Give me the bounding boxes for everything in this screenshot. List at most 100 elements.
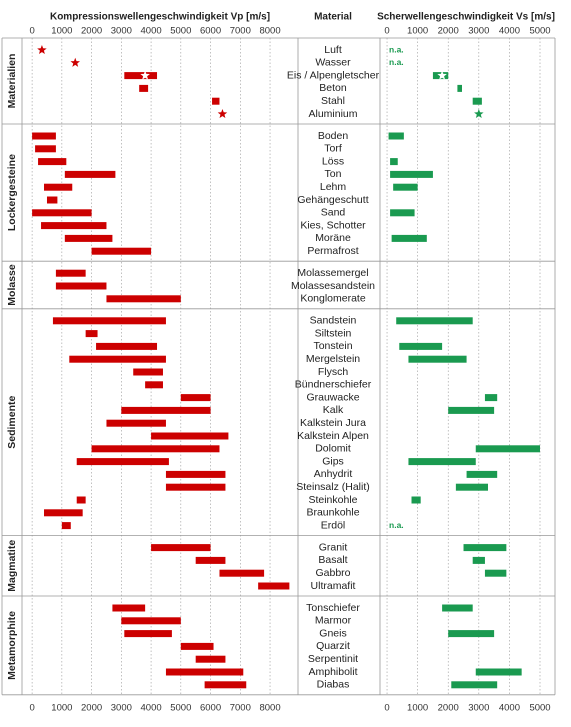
material-label: Mergelstein: [306, 353, 360, 365]
material-label: Steinkohle: [308, 494, 357, 506]
x-tick-label: 5000: [529, 702, 550, 713]
material-label: Luft: [324, 44, 342, 56]
vs-range-bar: [448, 406, 495, 414]
vs-range-bar: [451, 681, 498, 689]
x-tick-label: 4000: [141, 702, 162, 713]
vs-range-bar: [388, 132, 404, 140]
vp-marker: [140, 70, 150, 80]
vp-range-bar: [112, 604, 146, 612]
vp-range-bar: [204, 681, 247, 689]
vs-range-bar: [463, 544, 507, 552]
vs-range-bar: [484, 394, 498, 402]
vp-range-bar: [165, 668, 244, 676]
material-label: Quarzit: [316, 640, 350, 652]
x-tick-label: 3000: [111, 702, 132, 713]
x-tick-label: 5000: [170, 702, 191, 713]
vp-range-bar: [32, 132, 56, 140]
vp-range-bar: [139, 84, 149, 92]
vp-range-bar: [121, 617, 181, 625]
material-label: Bündnerschiefer: [295, 379, 372, 391]
vp-range-bar: [258, 582, 290, 590]
vp-range-bar: [55, 282, 107, 290]
material-label: Granit: [319, 541, 348, 553]
vs-range-bar: [408, 355, 467, 363]
group-label: Metamorphite: [6, 611, 18, 680]
x-tick-label: 4000: [499, 702, 520, 713]
x-tick-label: 2000: [438, 702, 459, 713]
vp-axis-title: Kompressionswellengeschwindigkeit Vp [m/…: [50, 12, 270, 23]
material-label: Gips: [322, 455, 344, 467]
material-label: Eis / Alpengletscher: [287, 69, 380, 81]
vs-range-bar: [390, 209, 415, 217]
vs-range-bar: [455, 483, 488, 491]
vs-range-bar: [408, 458, 476, 466]
x-tick-label: 4000: [141, 26, 162, 37]
vp-range-bar: [133, 368, 163, 376]
material-label: Erdöl: [321, 519, 346, 531]
material-label: Sandstein: [310, 315, 357, 327]
vs-range-bar: [393, 183, 418, 191]
material-label: Wasser: [315, 57, 351, 69]
vp-range-bar: [76, 496, 86, 504]
material-label: Gehängeschutt: [297, 194, 368, 206]
vp-range-bar: [76, 458, 169, 466]
vp-range-bar: [165, 470, 226, 478]
vs-range-bar: [457, 84, 462, 92]
material-label: Tonstein: [313, 340, 352, 352]
material-label: Braunkohle: [306, 507, 359, 519]
x-tick-label: 3000: [111, 26, 132, 37]
material-label: Molassesandstein: [291, 280, 375, 292]
vp-range-bar: [44, 183, 73, 191]
vp-range-bar: [180, 642, 214, 650]
material-label: Gabbro: [315, 567, 350, 579]
vp-range-bar: [64, 170, 116, 178]
material-label: Moräne: [315, 232, 351, 244]
vp-range-bar: [124, 72, 158, 80]
vp-marker: [217, 109, 228, 119]
vp-range-bar: [219, 569, 265, 577]
vs-range-bar: [396, 317, 473, 325]
material-label: Flysch: [318, 366, 348, 378]
x-tick-label: 1000: [407, 26, 428, 37]
x-tick-label: 8000: [259, 26, 280, 37]
x-tick-label: 6000: [200, 702, 221, 713]
x-tick-label: 2000: [81, 26, 102, 37]
material-label: Beton: [319, 82, 347, 94]
material-label: Ultramafit: [311, 580, 356, 592]
vp-range-bar: [96, 342, 158, 350]
vp-range-bar: [151, 432, 229, 440]
x-tick-label: 0: [384, 702, 389, 713]
vp-range-bar: [41, 222, 107, 230]
vp-range-bar: [46, 196, 58, 204]
material-label: Torf: [324, 143, 342, 155]
vp-range-bar: [106, 295, 181, 303]
vs-range-bar: [442, 604, 473, 612]
x-tick-label: 3000: [468, 26, 489, 37]
vp-range-bar: [52, 317, 166, 325]
x-tick-label: 1000: [51, 26, 72, 37]
material-label: Boden: [318, 130, 349, 142]
vp-range-bar: [195, 655, 226, 663]
group-label: Sedimente: [6, 395, 18, 448]
material-label: Serpentinit: [308, 653, 358, 665]
group-label: Materialien: [6, 54, 18, 109]
material-label: Tonschiefer: [306, 602, 360, 614]
material-label: Löss: [322, 155, 344, 167]
material-label: Gneis: [319, 627, 346, 639]
material-label: Molassemergel: [297, 267, 368, 279]
x-tick-label: 3000: [468, 702, 489, 713]
vs-range-bar: [399, 342, 443, 350]
vp-range-bar: [151, 544, 211, 552]
material-label: Kies, Schotter: [300, 219, 366, 231]
x-tick-label: 5000: [170, 26, 191, 37]
x-tick-label: 2000: [81, 702, 102, 713]
vp-range-bar: [195, 556, 226, 564]
x-tick-label: 0: [384, 26, 389, 37]
material-label: Konglomerate: [300, 293, 366, 305]
material-label: Aluminium: [308, 108, 357, 120]
material-label: Kalk: [323, 404, 344, 416]
vp-range-bar: [85, 330, 98, 338]
material-label: Stahl: [321, 95, 345, 107]
vs-range-bar: [475, 445, 541, 453]
